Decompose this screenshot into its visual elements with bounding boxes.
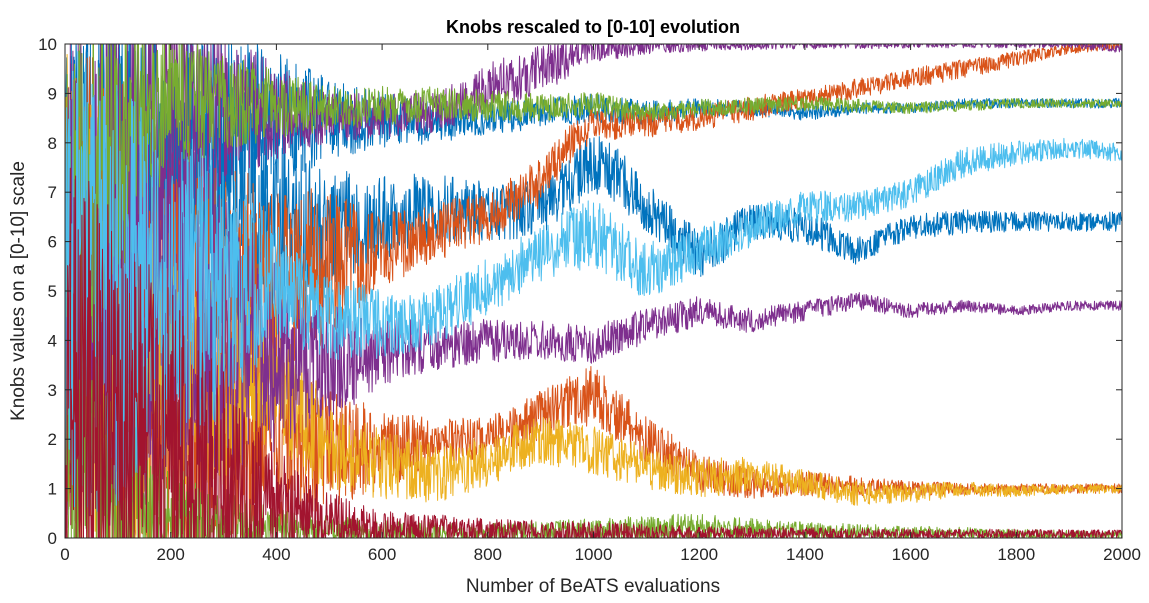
y-tick-label: 3 — [48, 381, 57, 400]
y-tick-label: 0 — [48, 529, 57, 548]
x-tick-label: 1000 — [575, 545, 613, 564]
x-tick-label: 1200 — [680, 545, 718, 564]
y-axis-label: Knobs values on a [0-10] scale — [8, 161, 29, 421]
series-line-10 — [64, 51, 1123, 515]
series-line-11 — [64, 167, 1123, 539]
y-tick-label: 4 — [48, 331, 57, 350]
series-line-5 — [64, 54, 1123, 539]
series-group — [64, 43, 1123, 539]
x-tick-label: 1800 — [997, 545, 1035, 564]
y-tick-label: 1 — [48, 480, 57, 499]
y-tick-label: 7 — [48, 183, 57, 202]
x-tick-label: 2000 — [1103, 545, 1141, 564]
series-line-8 — [64, 43, 1123, 510]
y-tick-label: 8 — [48, 134, 57, 153]
y-tick-label: 9 — [48, 84, 57, 103]
x-axis-label: Number of BeATS evaluations — [466, 576, 720, 597]
y-tick-label: 2 — [48, 430, 57, 449]
y-tick-label: 6 — [48, 233, 57, 252]
x-tick-label: 600 — [368, 545, 396, 564]
axis-ticks: 0 200 400 600 800 1000 1200 1400 1600 1800 2000 0 1 2… — [38, 35, 1141, 564]
y-tick-label: 10 — [38, 35, 57, 54]
x-tick-label: 0 — [60, 545, 69, 564]
x-tick-label: 400 — [262, 545, 290, 564]
x-tick-label: 1600 — [892, 545, 930, 564]
x-tick-label: 200 — [157, 545, 185, 564]
x-tick-label: 1400 — [786, 545, 824, 564]
x-tick-label: 800 — [474, 545, 502, 564]
chart-title: Knobs rescaled to [0-10] evolution — [446, 17, 740, 37]
y-tick-label: 5 — [48, 282, 57, 301]
